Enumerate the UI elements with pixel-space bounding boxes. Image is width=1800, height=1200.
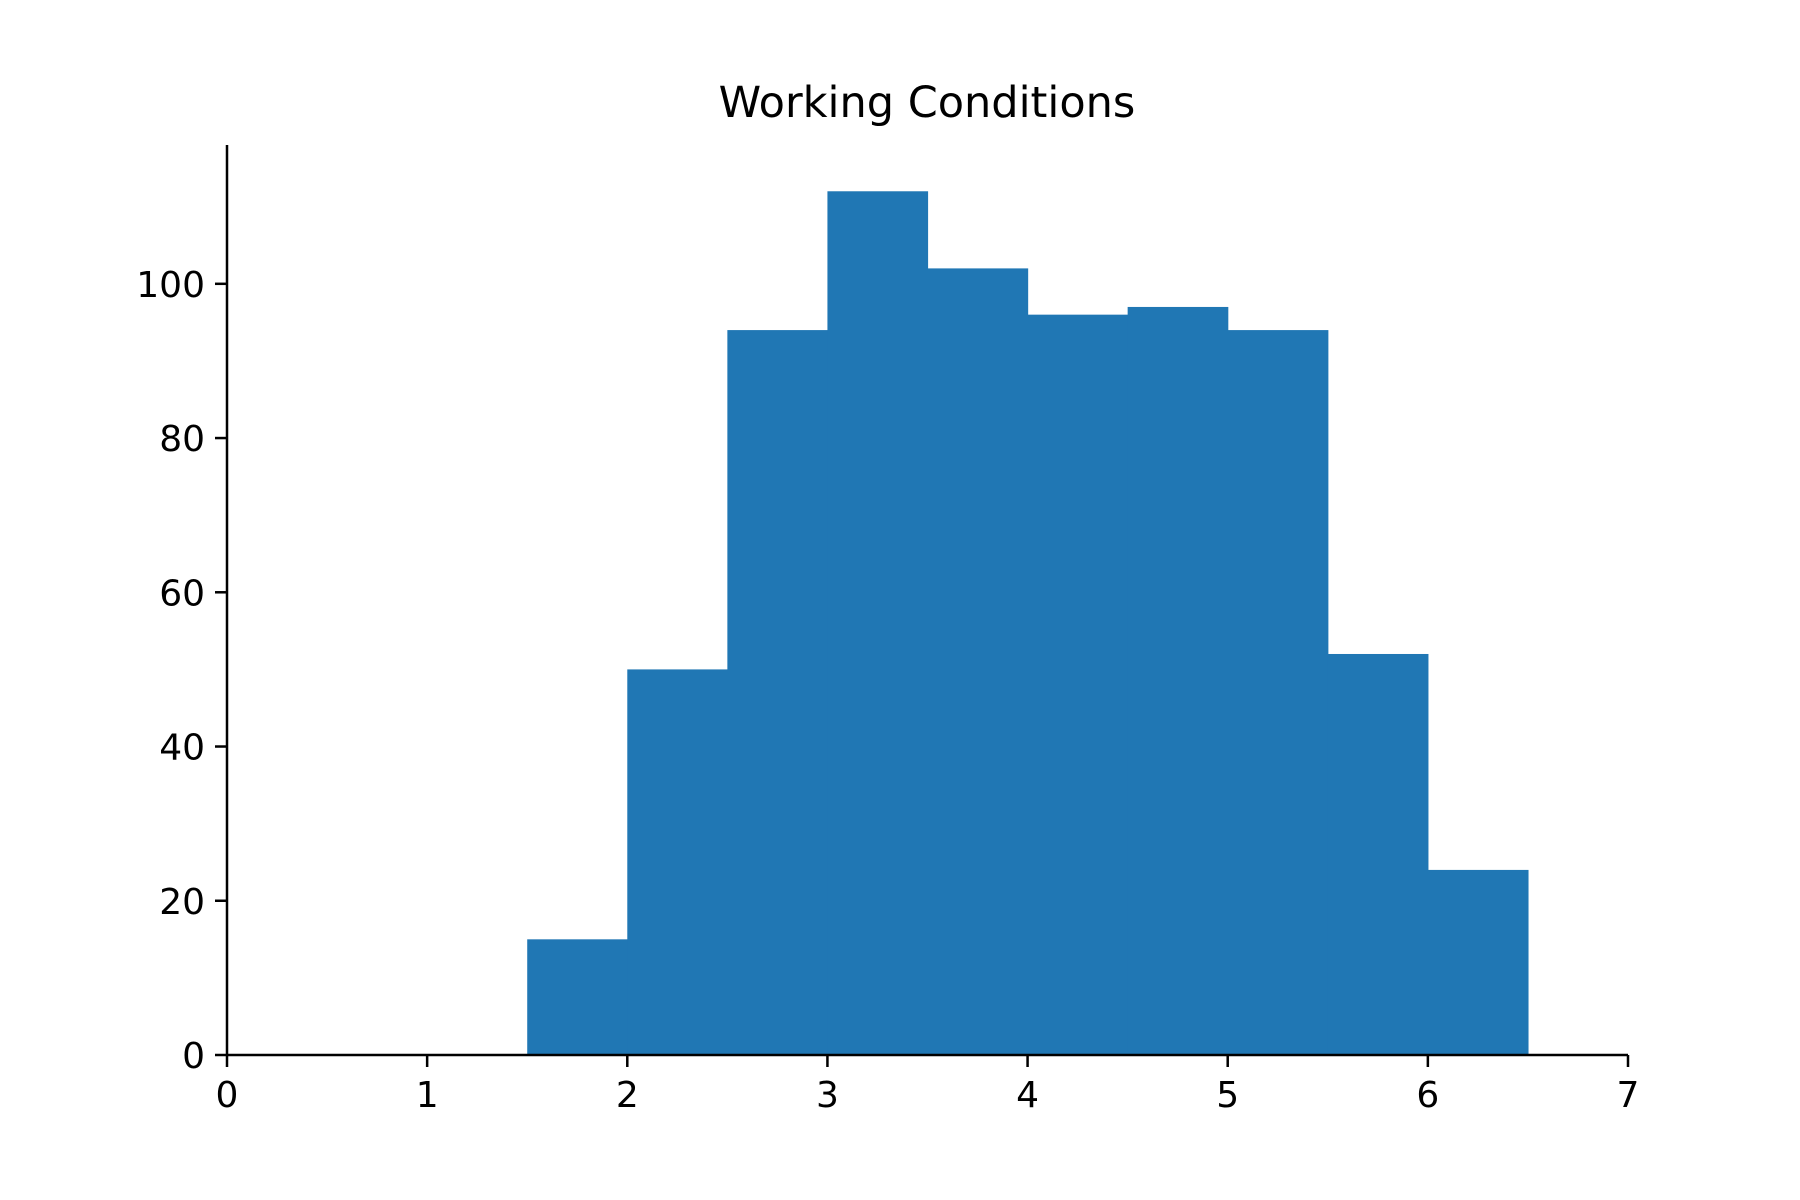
histogram-bar-7 <box>1227 330 1329 1056</box>
x-axis-ticks: 0 1 2 3 4 5 6 7 <box>216 1055 1640 1116</box>
y-tick-label: 20 <box>159 882 205 923</box>
y-tick-label: 40 <box>159 728 205 769</box>
x-tick-label: 6 <box>1416 1075 1439 1116</box>
histogram-bar-8 <box>1327 653 1429 1055</box>
y-tick-label: 60 <box>159 573 205 614</box>
x-tick-label: 2 <box>616 1075 639 1116</box>
histogram-bar-2 <box>727 330 829 1056</box>
histogram-bar-1 <box>627 669 728 1055</box>
x-tick-label: 1 <box>416 1075 439 1116</box>
histogram-bar-9 <box>1427 869 1529 1055</box>
x-tick-label: 5 <box>1216 1075 1239 1116</box>
y-tick-label: 80 <box>159 419 205 460</box>
histogram-bar-6 <box>1127 306 1229 1055</box>
chart-title: Working Conditions <box>719 78 1136 128</box>
bars-layer <box>527 191 1529 1056</box>
histogram-bar-0 <box>527 939 628 1055</box>
x-tick-label: 0 <box>216 1075 239 1116</box>
histogram-bar-3 <box>827 191 929 1055</box>
histogram-bar-5 <box>1027 314 1129 1055</box>
y-axis-ticks: 0 20 40 60 80 100 <box>136 265 227 1077</box>
histogram-bar-4 <box>927 268 1029 1055</box>
y-tick-label: 0 <box>182 1036 205 1077</box>
y-tick-label: 100 <box>136 265 205 306</box>
x-tick-label: 7 <box>1617 1075 1640 1116</box>
x-tick-label: 4 <box>1016 1075 1039 1116</box>
x-tick-label: 3 <box>816 1075 839 1116</box>
axes-layer <box>225 145 1628 1057</box>
